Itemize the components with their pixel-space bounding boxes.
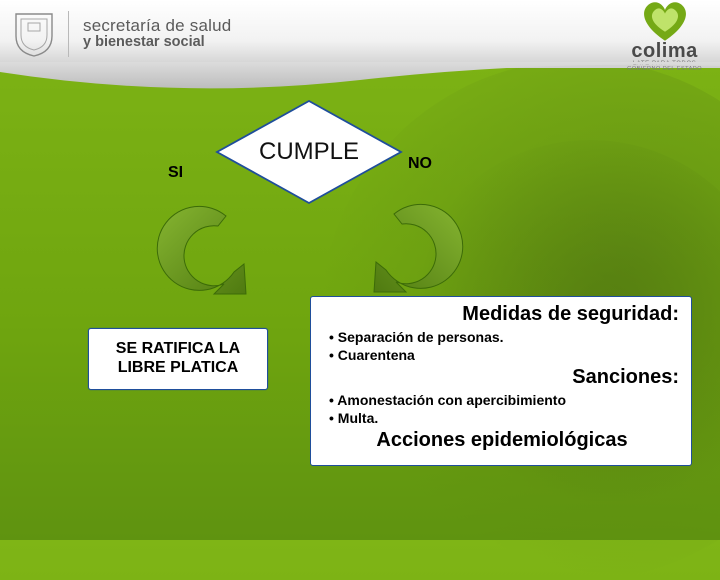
decision-cumple: CUMPLE — [214, 98, 404, 206]
list-item: Cuarentena — [329, 347, 679, 365]
list-item: Separación de personas. — [329, 329, 679, 347]
si-result-text: SE RATIFICA LA LIBRE PLATICA — [116, 340, 240, 376]
branch-si-label: SI — [168, 164, 183, 182]
arrow-no — [362, 200, 472, 310]
si-result-box: SE RATIFICA LA LIBRE PLATICA — [88, 328, 268, 390]
arrow-si — [148, 202, 258, 312]
diagram-stage: CUMPLE SI NO SE RATIFICA LA LIBRE PLATIC… — [0, 0, 720, 540]
list-item: Multa. — [329, 410, 679, 428]
panel-heading-acciones: Acciones epidemiológicas — [325, 429, 679, 452]
decision-label: CUMPLE — [214, 98, 404, 206]
panel-list-medidas: Separación de personas. Cuarentena — [325, 329, 679, 364]
list-item: Amonestación con apercibimiento — [329, 392, 679, 410]
panel-list-sanciones: Amonestación con apercibimiento Multa. — [325, 392, 679, 427]
panel-heading-medidas: Medidas de seguridad: — [325, 303, 679, 326]
panel-heading-sanciones: Sanciones: — [325, 366, 679, 389]
no-result-panel: Medidas de seguridad: Separación de pers… — [310, 296, 692, 466]
branch-no-label: NO — [408, 155, 432, 173]
